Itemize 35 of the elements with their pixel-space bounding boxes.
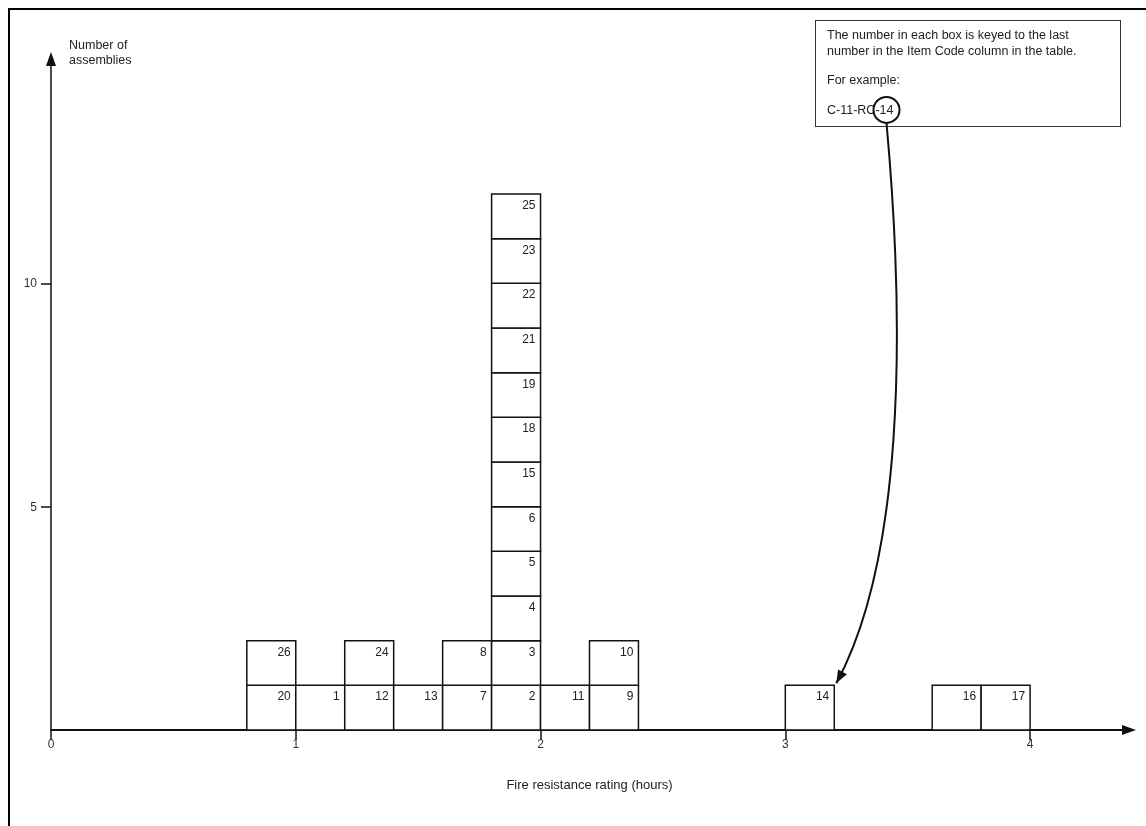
annotation: 23 [522,242,536,257]
annotation: 22 [522,287,536,302]
annotation: 20 [277,689,292,704]
annotation: For example: [827,73,901,89]
annotation: 4 [528,600,536,614]
annotation: 21 [522,332,536,346]
x-tick-label: 0 [47,737,55,751]
x-tick-label: 3 [781,737,789,751]
annotation: 15 [522,466,536,480]
annotation: 3 [528,644,536,659]
annotation: 19 [522,376,536,391]
text: The number in each box is keyed to the last number in the Item Code column in the table. [827,28,1078,60]
annotation: 10 [620,644,634,659]
x-axis-title: Fire resistance rating (hours) [506,777,673,792]
annotation: 26 [277,644,292,659]
annotation: 9 [626,689,634,704]
annotation: 1 [333,689,341,704]
annotation: 25 [522,198,536,212]
x-tick-label: 2 [537,737,545,751]
x-tick-label: 4 [1026,737,1034,751]
annotation: 6 [528,510,536,525]
x-tick-label: 1 [292,737,300,751]
annotation: 24 [375,644,389,659]
annotation: 11 [572,689,585,704]
annotation: 14 [815,689,830,704]
annotation: 13 [424,689,438,704]
annotation: 5 [528,555,536,570]
annotation: 12 [375,689,389,704]
annotation: 16 [962,689,977,704]
annotation: 17 [1011,689,1026,704]
y-axis-title: Number of assemblies [69,38,133,68]
annotation: 18 [522,421,536,436]
annotation: 2 [528,689,536,704]
annotation: 8 [479,644,487,659]
annotation: 7 [479,689,487,704]
